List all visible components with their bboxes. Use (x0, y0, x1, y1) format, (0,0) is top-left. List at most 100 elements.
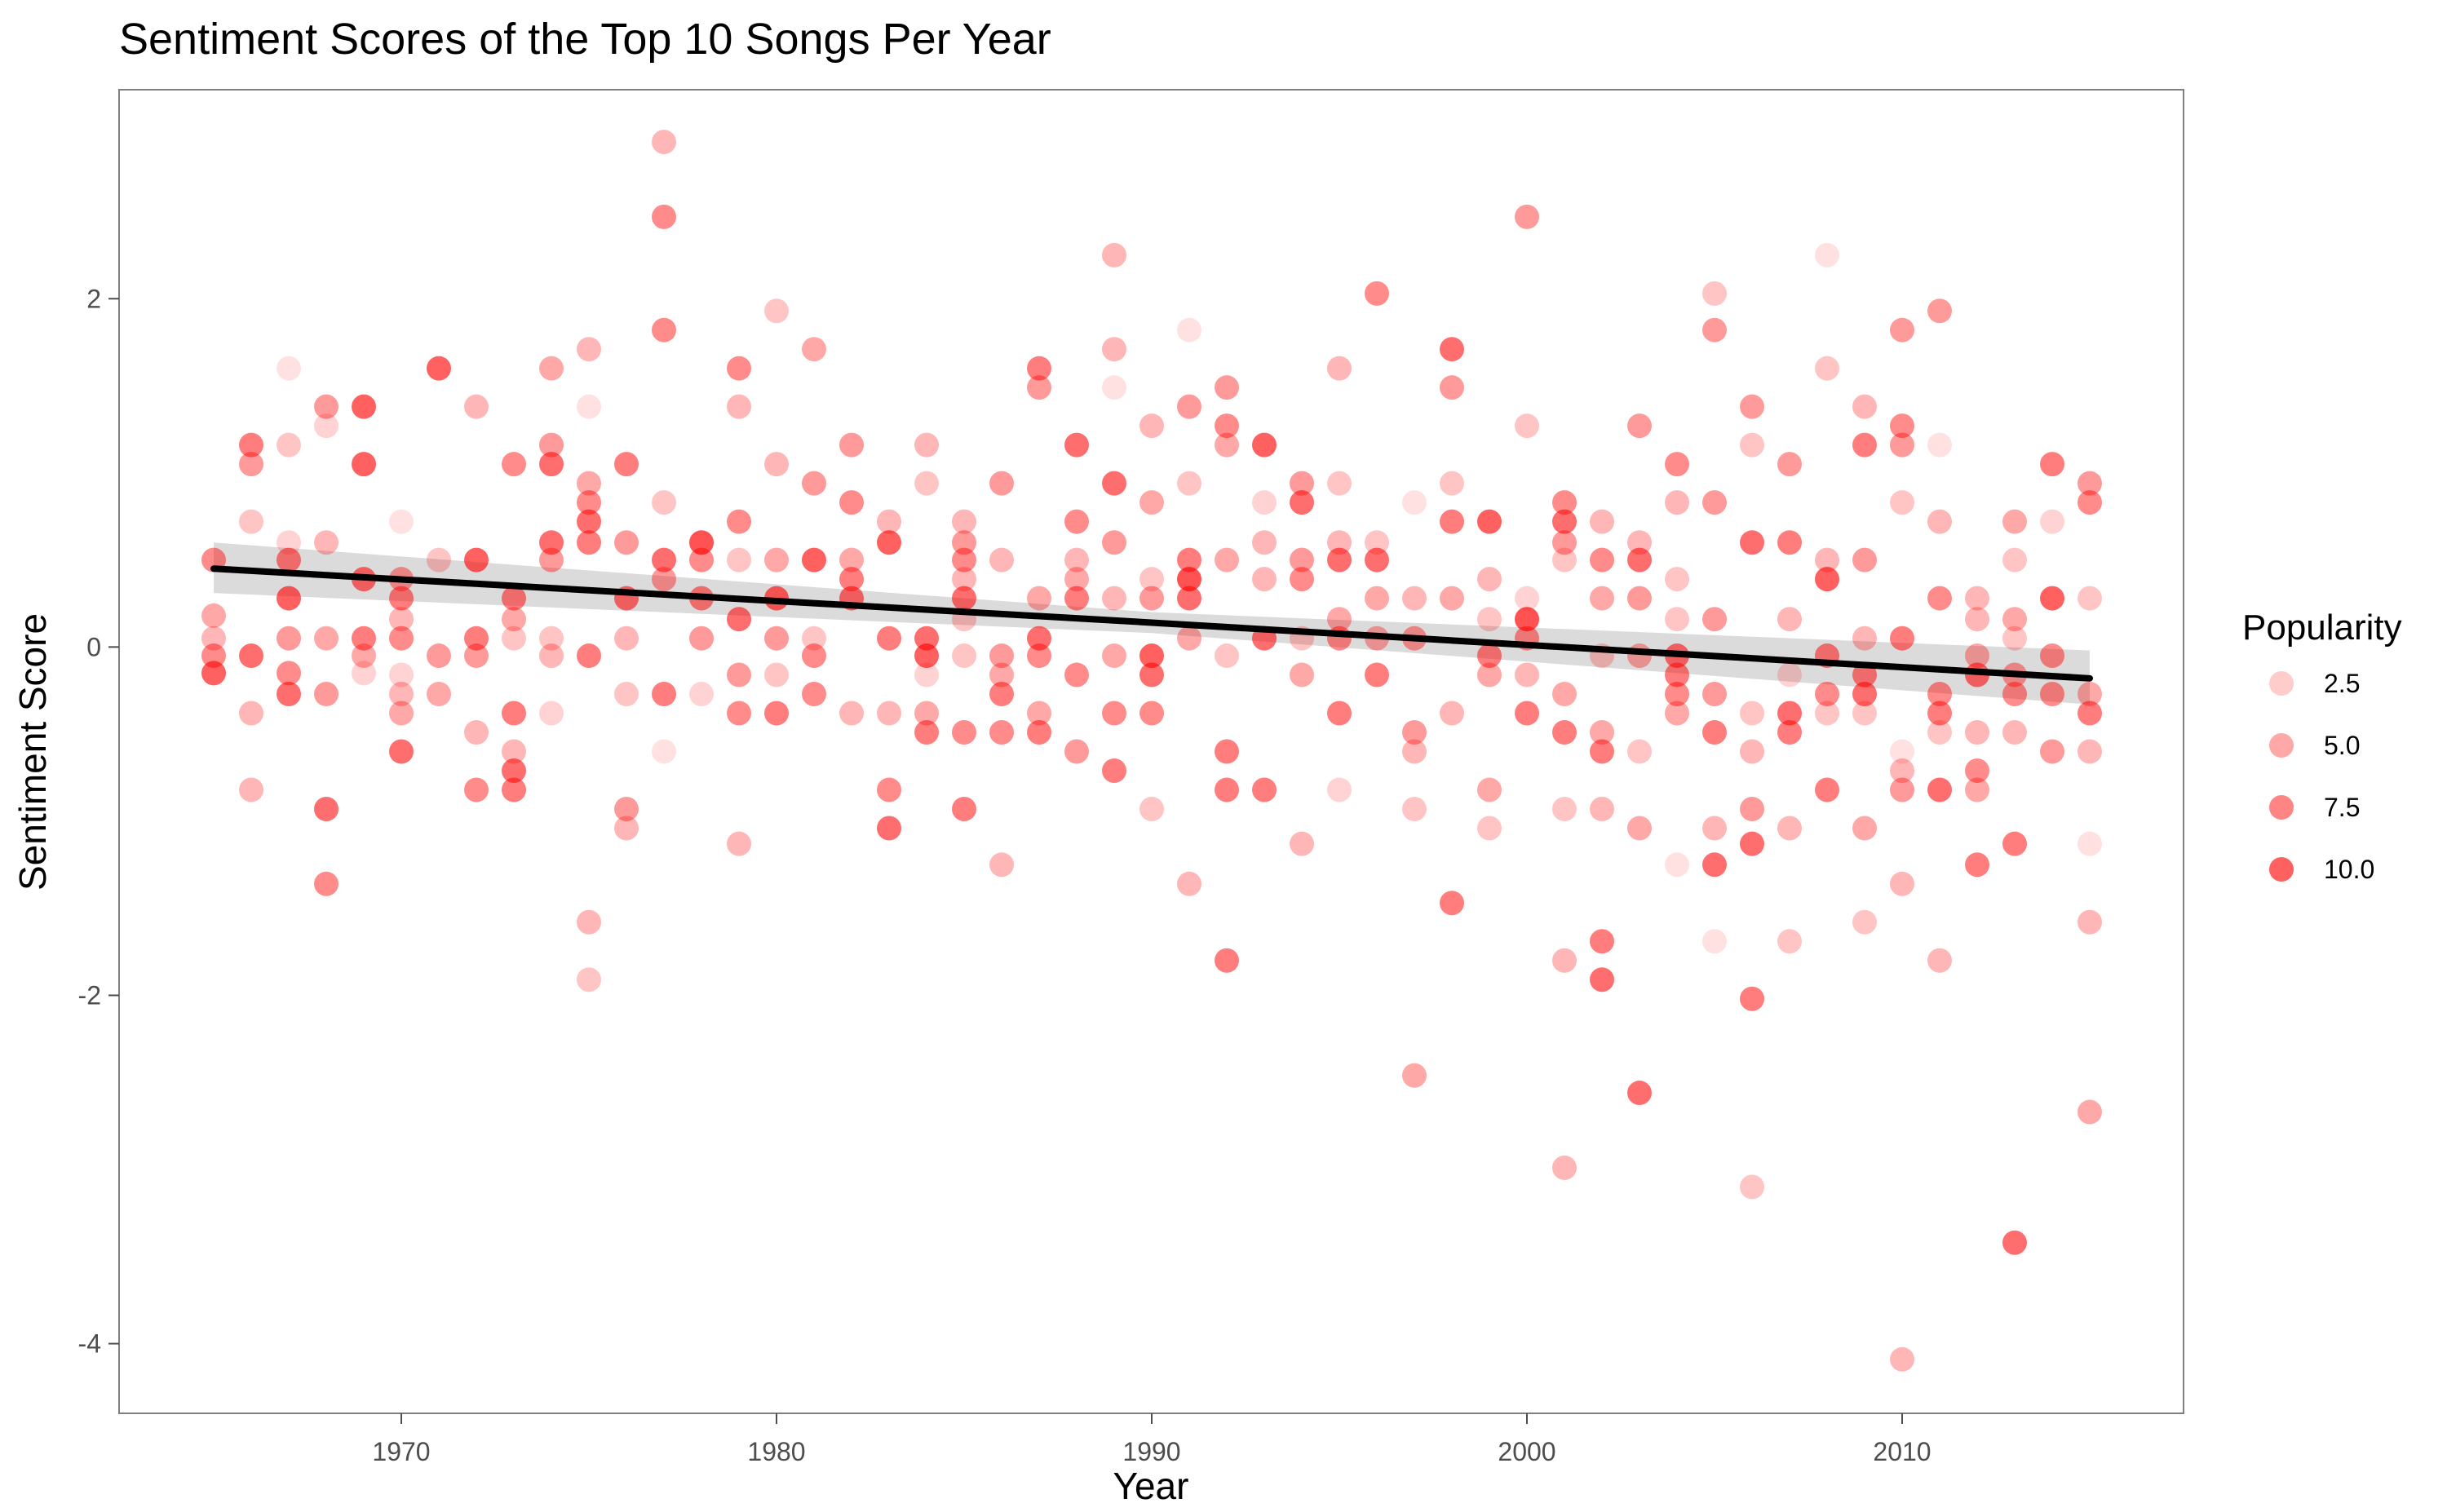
data-point (1815, 777, 1839, 802)
data-point (577, 967, 601, 993)
data-point (652, 547, 676, 573)
data-point (1327, 356, 1352, 381)
data-point (1477, 509, 1502, 534)
data-point (314, 796, 339, 821)
data-point (1852, 701, 1877, 726)
data-point (239, 509, 263, 534)
data-point (1740, 701, 1764, 726)
data-point (1252, 567, 1277, 592)
data-point (1139, 567, 1164, 592)
trend-line (210, 565, 2093, 682)
data-points-layer (201, 130, 2102, 1372)
data-point (1327, 547, 1352, 573)
data-point (1965, 586, 1989, 611)
data-point (1027, 586, 1051, 611)
data-point (1064, 662, 1089, 687)
data-point (1927, 682, 1952, 707)
data-point (802, 547, 826, 573)
data-point (464, 547, 489, 573)
data-point (1927, 586, 1952, 611)
data-point (502, 586, 526, 611)
data-point (1552, 547, 1577, 573)
data-point (1215, 739, 1239, 764)
data-point (652, 682, 676, 707)
data-point (1852, 626, 1877, 651)
data-point (1515, 701, 1539, 726)
data-point (1702, 682, 1727, 707)
data-point (2040, 682, 2064, 707)
data-point (652, 317, 676, 343)
data-point (1740, 530, 1764, 555)
data-point (1027, 643, 1051, 669)
data-point (314, 413, 339, 439)
data-point (1740, 739, 1764, 764)
data-point (1665, 852, 1689, 878)
data-point (1327, 471, 1352, 496)
data-point (839, 490, 864, 515)
data-point (2078, 739, 2102, 764)
data-point (764, 452, 789, 477)
data-point (1852, 547, 1877, 573)
data-point (539, 530, 564, 555)
data-point (201, 603, 226, 628)
data-point (539, 432, 564, 458)
data-point (764, 298, 789, 324)
data-point (1515, 586, 1539, 611)
data-point (727, 831, 751, 856)
data-point (577, 471, 601, 496)
data-point (2078, 831, 2102, 856)
data-point (1177, 626, 1201, 651)
data-point (1815, 242, 1839, 267)
data-point (614, 796, 639, 821)
data-point (914, 662, 939, 687)
data-point (839, 567, 864, 592)
data-point (1027, 375, 1051, 400)
data-point (1890, 871, 1914, 896)
legend-label: 7.5 (2324, 793, 2360, 822)
data-point (1402, 720, 1427, 745)
data-point (1702, 816, 1727, 841)
data-point (502, 739, 526, 764)
data-point (201, 626, 226, 651)
data-point (727, 701, 751, 726)
data-point (1215, 375, 1239, 400)
legend-label: 5.0 (2324, 731, 2360, 760)
data-point (614, 682, 639, 707)
data-point (689, 547, 714, 573)
data-point (1777, 720, 1802, 745)
data-point (952, 643, 976, 669)
data-point (1402, 586, 1427, 611)
data-point (1027, 356, 1051, 381)
data-point (1852, 662, 1877, 687)
data-point (1215, 547, 1239, 573)
x-tick-label: 2010 (1873, 1437, 1931, 1466)
data-point (239, 701, 263, 726)
data-point (914, 643, 939, 669)
data-point (427, 356, 451, 381)
data-point (2002, 607, 2027, 632)
data-point (1440, 509, 1464, 534)
trend-line-layer (210, 565, 2093, 682)
data-point (1890, 413, 1914, 439)
y-tick-label: 2 (86, 284, 101, 313)
data-point (1890, 777, 1914, 802)
data-point (389, 739, 414, 764)
data-point (1890, 432, 1914, 458)
data-point (1515, 413, 1539, 439)
data-point (1102, 471, 1126, 496)
data-point (1740, 1174, 1764, 1200)
data-point (1965, 720, 1989, 745)
data-point (502, 626, 526, 651)
data-point (1290, 662, 1314, 687)
data-point (1290, 490, 1314, 515)
data-point (1215, 432, 1239, 458)
data-point (914, 720, 939, 745)
data-point (1890, 739, 1914, 764)
data-point (1552, 509, 1577, 534)
data-point (1440, 375, 1464, 400)
x-tick-label: 1980 (747, 1437, 805, 1466)
data-point (2040, 452, 2064, 477)
data-point (277, 586, 301, 611)
